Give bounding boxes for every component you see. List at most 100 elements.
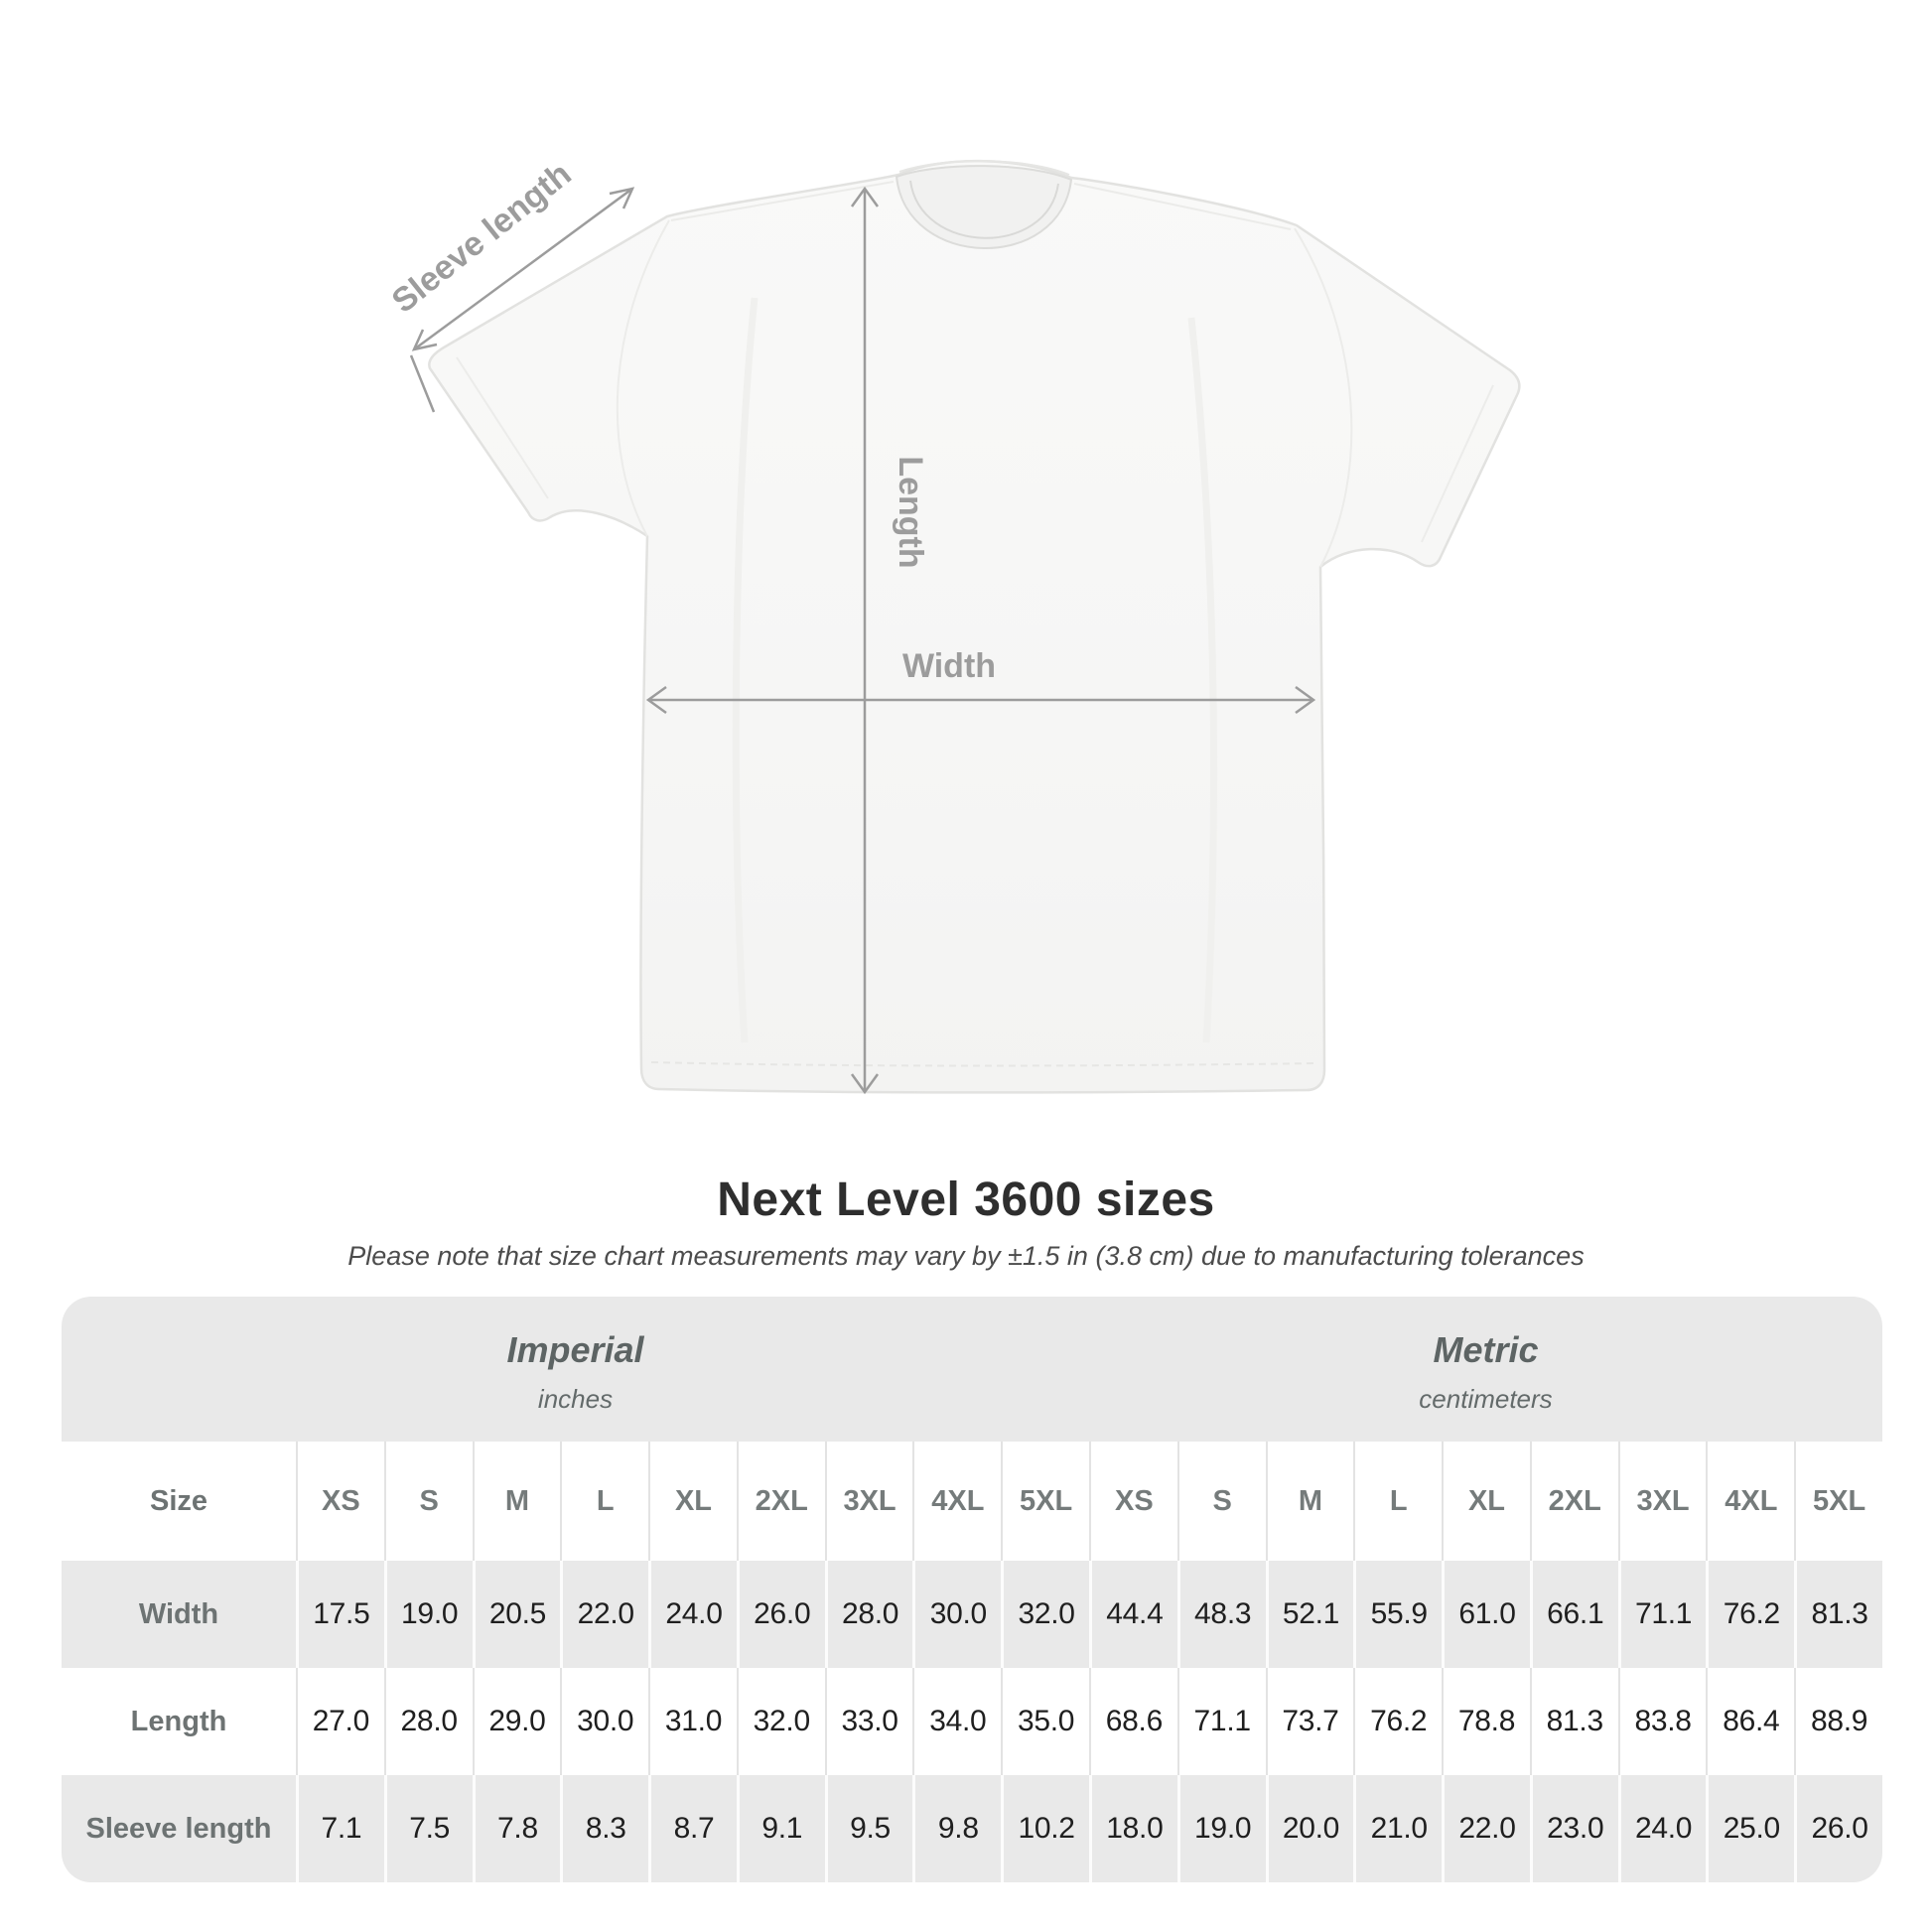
value-cell: 34.0 — [912, 1668, 1001, 1775]
size-header-cell: 5XL — [1001, 1442, 1089, 1561]
size-header-cell: S — [1176, 1442, 1266, 1561]
value-cell: 48.3 — [1176, 1561, 1266, 1668]
size-header-cell: 2XL — [736, 1442, 825, 1561]
row-label: Sleeve length — [85, 1812, 272, 1845]
wrinkle-line — [732, 297, 759, 1043]
tshirt-right-shoulder-seam — [1073, 183, 1292, 230]
value-cell: 86.4 — [1706, 1668, 1794, 1775]
value-cell: 19.0 — [1176, 1775, 1266, 1882]
table-row: Width 17.5 19.0 20.5 22.0 24.0 26.0 28.0 30.0 32.… — [62, 1561, 1882, 1668]
metric-title: Metric — [1433, 1329, 1539, 1370]
value-cell: 24.0 — [1617, 1775, 1707, 1882]
value-cell: 78.8 — [1442, 1668, 1530, 1775]
value-cell: 22.0 — [1442, 1775, 1530, 1882]
length-dimension-arrow — [850, 186, 880, 1095]
value-cell: 31.0 — [648, 1668, 737, 1775]
tshirt-right-cuff-seam — [1421, 384, 1494, 543]
unit-header-band: Imperial inches Metric centimeters — [62, 1297, 1882, 1442]
table-row: Sleeve length 7.1 7.5 7.8 8.3 8.7 9.1 9.5 9.8 10.… — [62, 1775, 1882, 1882]
value-cell: 61.0 — [1442, 1561, 1530, 1668]
value-cell: 7.5 — [383, 1775, 473, 1882]
size-header-cell: 2XL — [1529, 1442, 1618, 1561]
metric-header: Metric centimeters — [1089, 1297, 1882, 1442]
value-cell: 19.0 — [383, 1561, 473, 1668]
size-header-cell: M — [1265, 1442, 1354, 1561]
value-cell: 27.0 — [296, 1668, 384, 1775]
value-cell: 52.1 — [1265, 1561, 1354, 1668]
value-cell: 20.0 — [1265, 1775, 1354, 1882]
value-cell: 76.2 — [1706, 1561, 1794, 1668]
size-header-cell: 5XL — [1794, 1442, 1882, 1561]
tshirt-right-armhole-seam — [1294, 227, 1353, 568]
length-label: Length — [892, 456, 929, 568]
title-block: Next Level 3600 sizes Please note that s… — [0, 1172, 1932, 1273]
value-cell: 30.0 — [560, 1668, 648, 1775]
value-cell: 30.0 — [912, 1561, 1001, 1668]
value-cell: 88.9 — [1794, 1668, 1882, 1775]
imperial-unit: inches — [537, 1384, 614, 1414]
metric-unit: centimeters — [1419, 1384, 1553, 1414]
value-cell: 22.0 — [560, 1561, 648, 1668]
value-cell: 55.9 — [1353, 1561, 1442, 1668]
value-cell: 25.0 — [1706, 1775, 1794, 1882]
value-cell: 73.7 — [1265, 1668, 1354, 1775]
tshirt-collar-top-seam — [898, 160, 1070, 176]
width-label: Width — [902, 647, 996, 685]
size-header-cell: 3XL — [1617, 1442, 1707, 1561]
row-label: Width — [138, 1597, 219, 1630]
value-cell: 9.1 — [736, 1775, 825, 1882]
value-cell: 8.3 — [560, 1775, 648, 1882]
value-cell: 20.5 — [472, 1561, 561, 1668]
value-cell: 8.7 — [648, 1775, 737, 1882]
page-title: Next Level 3600 sizes — [717, 1173, 1215, 1226]
size-header-cell: L — [560, 1442, 648, 1561]
row-label: Length — [130, 1705, 227, 1737]
sleeve-length-dimension-arrow — [409, 187, 635, 413]
value-cell: 23.0 — [1529, 1775, 1618, 1882]
value-cell: 21.0 — [1353, 1775, 1442, 1882]
value-cell: 32.0 — [736, 1668, 825, 1775]
size-header-cell: 4XL — [912, 1442, 1001, 1561]
value-cell: 81.3 — [1529, 1668, 1618, 1775]
value-cell: 26.0 — [1794, 1775, 1882, 1882]
value-cell: 10.2 — [1001, 1775, 1089, 1882]
table-row: Length 27.0 28.0 29.0 30.0 31.0 32.0 33.0 34.0 35… — [62, 1668, 1882, 1775]
imperial-title: Imperial — [506, 1329, 644, 1370]
value-cell: 44.4 — [1089, 1561, 1177, 1668]
value-cell: 26.0 — [736, 1561, 825, 1668]
size-header-cell: XL — [648, 1442, 737, 1561]
value-cell: 28.0 — [383, 1668, 473, 1775]
size-header-cell: XL — [1442, 1442, 1530, 1561]
value-cell: 71.1 — [1617, 1561, 1707, 1668]
page-subtitle: Please note that size chart measurements… — [347, 1241, 1585, 1271]
size-header-cell: S — [383, 1442, 473, 1561]
value-cell: 7.8 — [472, 1775, 561, 1882]
size-table-grid: Size XS S M L XL 2XL 3XL 4XL 5XL XS S M L XL 2XL 3XL 4XL 5… — [62, 1442, 1882, 1882]
value-cell: 33.0 — [824, 1668, 913, 1775]
imperial-header: Imperial inches — [62, 1297, 1089, 1442]
size-header-cell: 4XL — [1706, 1442, 1794, 1561]
value-cell: 35.0 — [1001, 1668, 1089, 1775]
wrinkle-line — [1187, 317, 1218, 1043]
value-cell: 68.6 — [1089, 1668, 1177, 1775]
value-cell: 17.5 — [296, 1561, 384, 1668]
value-cell: 66.1 — [1529, 1561, 1618, 1668]
tshirt-collar-band — [909, 180, 1059, 239]
value-cell: 71.1 — [1176, 1668, 1266, 1775]
tshirt-left-shoulder-seam — [670, 181, 895, 221]
size-header-cell: XS — [1089, 1442, 1177, 1561]
value-cell: 24.0 — [648, 1561, 737, 1668]
value-cell: 76.2 — [1353, 1668, 1442, 1775]
size-header-cell: M — [472, 1442, 561, 1561]
value-cell: 29.0 — [472, 1668, 561, 1775]
value-cell: 28.0 — [824, 1561, 913, 1668]
value-cell: 81.3 — [1794, 1561, 1882, 1668]
tshirt-body — [428, 159, 1521, 1094]
size-column-header: Size — [149, 1484, 208, 1517]
tshirt-left-cuff-seam — [456, 356, 549, 499]
value-cell: 83.8 — [1617, 1668, 1707, 1775]
size-header-cell: XS — [296, 1442, 384, 1561]
value-cell: 9.8 — [912, 1775, 1001, 1882]
value-cell: 32.0 — [1001, 1561, 1089, 1668]
